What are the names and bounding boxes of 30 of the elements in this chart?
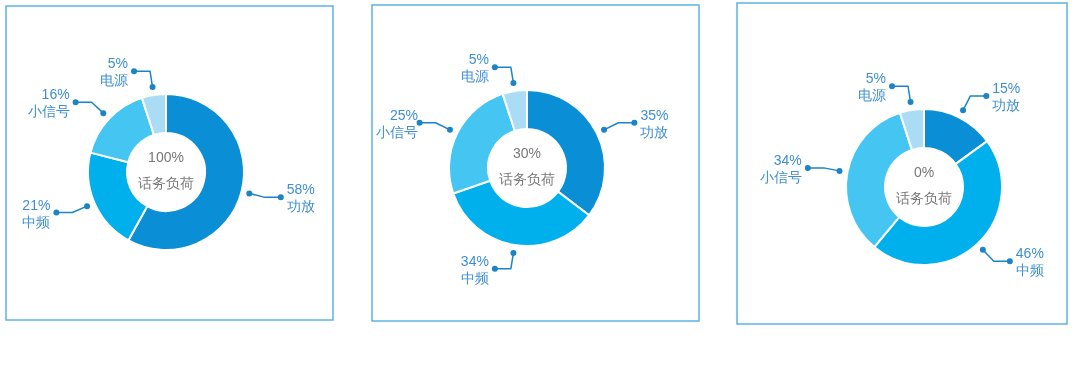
data-label: 34% (773, 151, 802, 168)
text: 话务负荷 (138, 175, 194, 191)
legend-label: 功放 (992, 97, 1021, 114)
text: 0% (913, 164, 935, 180)
data-label: 16% (41, 86, 70, 103)
data-label: 5% (865, 70, 887, 87)
text: 话务负荷 (896, 190, 952, 206)
text: 30% (512, 145, 542, 161)
text: 100% (148, 149, 184, 165)
data-label: 25% (389, 106, 418, 123)
data-label: 34% (460, 252, 489, 269)
slice-label: 电源 (858, 87, 887, 104)
slice-label: 小信号 (759, 168, 802, 185)
slice-label: 小信号 (27, 103, 70, 120)
data-label: 46% (1015, 245, 1044, 262)
legend-label: 功放 (286, 198, 315, 215)
data-label: 58% (286, 181, 315, 198)
data-label: 15% (992, 80, 1021, 97)
data-label: 5% (468, 51, 489, 68)
data-label: 35% (640, 106, 669, 123)
text: 话务负荷 (499, 171, 555, 187)
slice-label: 中频 (460, 269, 489, 286)
data-label: 5% (107, 55, 129, 72)
slice-label: 中频 (22, 213, 51, 230)
slice-label: 电源 (460, 68, 489, 85)
slice-label: 中频 (1015, 262, 1044, 279)
slice-label: 电源 (100, 72, 129, 89)
slice-label: 小信号 (376, 123, 418, 140)
legend-label: 功放 (640, 123, 669, 140)
data-label: 21% (22, 196, 51, 213)
